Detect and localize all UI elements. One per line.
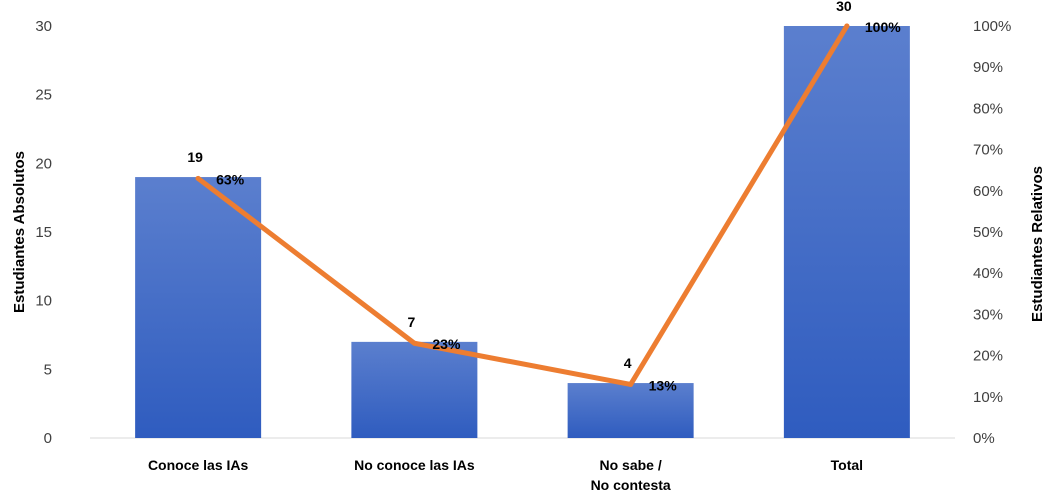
y2-tick-label: 60%: [973, 183, 1003, 200]
y2-tick-label: 70%: [973, 142, 1003, 159]
line-point: [411, 340, 417, 346]
line-data-label: 100%: [865, 19, 901, 35]
y2-tick-label: 50%: [973, 224, 1003, 241]
line-data-label: 63%: [216, 171, 245, 187]
y-tick-label: 10: [35, 293, 52, 310]
bar-data-label: 30: [836, 0, 852, 14]
y-tick-label: 15: [35, 224, 52, 241]
y2-tick-label: 40%: [973, 265, 1003, 282]
y2-tick-label: 10%: [973, 389, 1003, 406]
y2-tick-label: 0%: [973, 430, 995, 447]
y-tick-label: 30: [35, 18, 52, 35]
bar: [135, 177, 262, 439]
line-point: [628, 381, 634, 387]
bar-data-label: 4: [624, 355, 632, 371]
bar-data-label: 19: [187, 149, 203, 165]
y-tick-label: 25: [35, 87, 52, 104]
bar: [567, 383, 694, 438]
y2-tick-label: 90%: [973, 59, 1003, 76]
bar: [351, 341, 478, 438]
y2-tick-label: 80%: [973, 100, 1003, 117]
y-tick-label: 5: [44, 361, 52, 378]
y-tick-label: 0: [44, 430, 52, 447]
x-tick-label: Conoce las IAs: [148, 457, 249, 473]
line-data-label: 13%: [649, 377, 678, 393]
y2-tick-label: 100%: [973, 18, 1011, 35]
line-data-label: 23%: [432, 336, 461, 352]
y-axis-title: Estudiantes Absolutos: [11, 151, 28, 313]
x-tick-label: No sabe / No contesta: [591, 457, 671, 493]
bar: [783, 26, 910, 438]
bar-data-label: 7: [407, 314, 415, 330]
y2-axis-title: Estudiantes Relativos: [1029, 166, 1046, 322]
y2-tick-label: 30%: [973, 306, 1003, 323]
y-tick-label: 20: [35, 155, 52, 172]
x-tick-label: No conoce las IAs: [354, 457, 475, 473]
line-series: [195, 23, 850, 387]
line-point: [844, 23, 850, 29]
line-point: [195, 175, 201, 181]
x-tick-label: Total: [831, 457, 863, 473]
y2-tick-label: 20%: [973, 348, 1003, 365]
